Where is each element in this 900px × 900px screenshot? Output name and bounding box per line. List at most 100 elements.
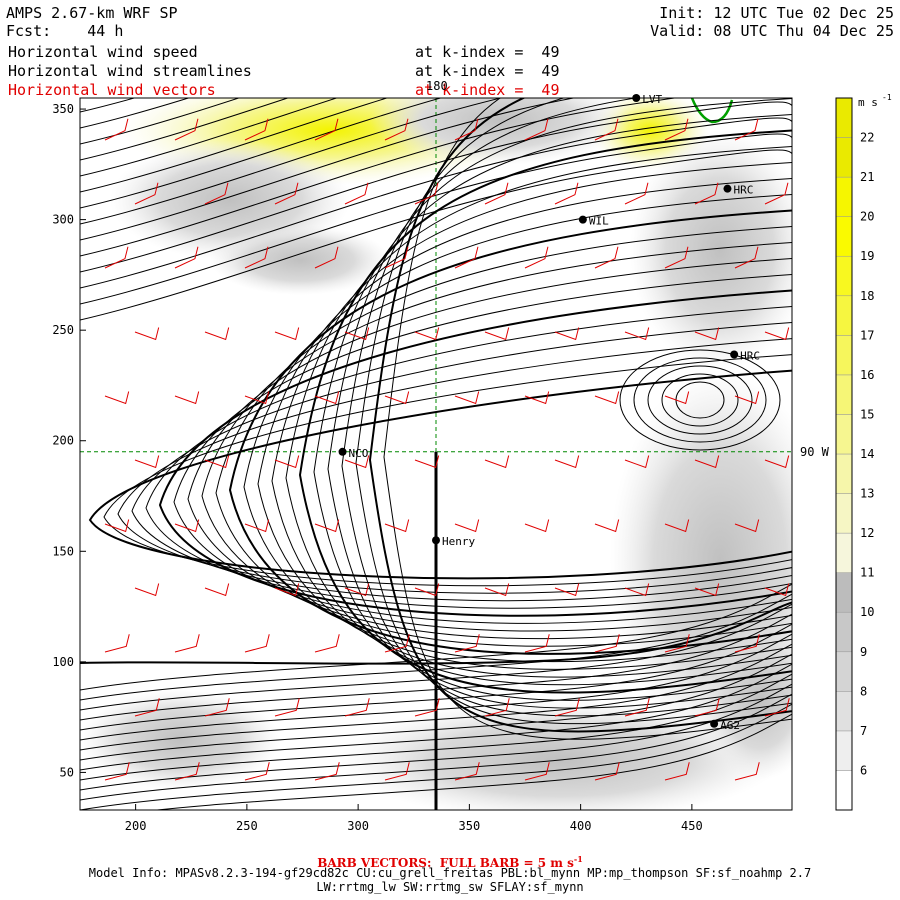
streamline xyxy=(80,98,389,193)
wind-barb xyxy=(764,583,790,597)
wind-barb xyxy=(554,182,579,205)
wind-barb xyxy=(134,455,160,469)
streamline xyxy=(80,603,792,711)
colorbar-cell xyxy=(835,493,853,534)
colorbar-tick-label: 16 xyxy=(860,368,874,382)
wind-barb xyxy=(484,327,510,341)
wind-barb xyxy=(554,327,580,341)
streamline xyxy=(341,98,792,717)
wind-barb xyxy=(734,118,759,141)
meridian-label: 180 xyxy=(426,79,448,93)
streamline xyxy=(313,114,792,701)
wind-barb xyxy=(764,455,790,469)
wind-barb xyxy=(134,327,160,341)
barb-scale-note: BARB VECTORS: FULL BARB = 5 m s-1 xyxy=(0,852,900,870)
streamline xyxy=(103,354,792,587)
wind-barb xyxy=(484,455,510,469)
wind-barb xyxy=(484,698,510,717)
wind-barb xyxy=(134,583,160,597)
wind-barb xyxy=(104,762,130,781)
field-level-2: at k-index = 49 xyxy=(415,62,560,80)
streamline xyxy=(131,322,792,602)
colorbar-cell xyxy=(835,730,853,771)
wind-barb xyxy=(104,391,130,405)
field-name-3: Horizontal wind vectors xyxy=(8,81,216,99)
colorbar-cell xyxy=(835,414,853,455)
wind-barb xyxy=(734,391,760,405)
wind-barb xyxy=(344,455,370,469)
colorbar-cell xyxy=(835,335,853,376)
streamline xyxy=(80,663,792,771)
streamlines xyxy=(80,98,792,810)
axes: 200 250 300 350 400 450 50 100 150 200 250 300 350 xyxy=(52,102,702,833)
wind-barb xyxy=(414,583,440,597)
colorbar-cell xyxy=(835,97,853,138)
colorbar-cell xyxy=(835,216,853,257)
wind-barb xyxy=(274,583,300,597)
wind-barb xyxy=(524,762,550,781)
colorbar-frame xyxy=(835,97,853,811)
streamline xyxy=(257,178,792,670)
shading-blob xyxy=(630,130,792,370)
shading-blob xyxy=(700,620,792,780)
streamline xyxy=(80,643,792,751)
shading-blob xyxy=(210,225,390,295)
colorbar-tick-label: 21 xyxy=(860,170,874,184)
wind-barb xyxy=(414,698,440,717)
colorbar-cell xyxy=(835,137,853,178)
model-title: AMPS 2.67-km WRF SP xyxy=(6,4,178,22)
station-dot xyxy=(710,719,719,728)
streamline xyxy=(383,98,792,740)
y-tick-label: 300 xyxy=(52,213,74,227)
wind-barb xyxy=(244,762,270,781)
streamline xyxy=(80,98,339,177)
colorbar-cell xyxy=(835,453,853,494)
colorbar-tick-label: 8 xyxy=(860,684,867,698)
wind-barb xyxy=(524,118,549,141)
wind-barb xyxy=(734,246,759,269)
y-tick-label: 250 xyxy=(52,323,74,337)
wind-barb xyxy=(664,246,689,269)
shading-blob xyxy=(370,98,630,165)
wind-barb xyxy=(134,698,160,717)
colorbar-tick-label: 20 xyxy=(860,210,874,224)
wind-barb xyxy=(414,327,440,341)
forecast-hour: Fcst: 44 h xyxy=(6,22,123,40)
colorbar-cell xyxy=(835,572,853,613)
wind-barb xyxy=(134,182,159,205)
wind-barb xyxy=(104,519,130,533)
colorbar-tick-label: 13 xyxy=(860,487,874,501)
streamline xyxy=(80,98,678,257)
wind-barb xyxy=(344,182,369,205)
streamline xyxy=(201,242,792,640)
streamline xyxy=(80,98,503,225)
wind-barb xyxy=(314,762,340,781)
wind-barb xyxy=(594,246,619,269)
streamline xyxy=(80,98,136,113)
wind-barb xyxy=(624,698,650,717)
wind-barb xyxy=(414,182,439,205)
wind-barb xyxy=(484,182,509,205)
streamline xyxy=(80,98,241,145)
wind-barb xyxy=(554,698,580,717)
wind-barb xyxy=(664,118,689,141)
wind-barb xyxy=(274,698,300,717)
valid-time: Valid: 08 UTC Thu 04 Dec 25 xyxy=(650,22,894,40)
parallel-label: 90 W xyxy=(800,445,830,459)
streamline xyxy=(80,98,443,209)
wind-barb xyxy=(454,118,479,141)
colorbar-cell xyxy=(835,691,853,732)
colorbar-cell xyxy=(835,532,853,573)
streamline xyxy=(158,289,792,617)
model-info: Model Info: MPASv8.2.3-194-gf29cd82c CU:… xyxy=(88,866,812,880)
wind-barb xyxy=(554,455,580,469)
wind-barb xyxy=(764,327,790,341)
wind-barb xyxy=(664,519,690,533)
streamline xyxy=(80,101,792,273)
plot-frame xyxy=(79,97,793,811)
wind-barb xyxy=(384,519,410,533)
station-dot xyxy=(578,215,587,224)
station-dot xyxy=(730,350,739,359)
station-markers: WIL HRC HRC NCO Henry AG2 LVT xyxy=(338,93,760,732)
wind-barb xyxy=(414,455,440,469)
